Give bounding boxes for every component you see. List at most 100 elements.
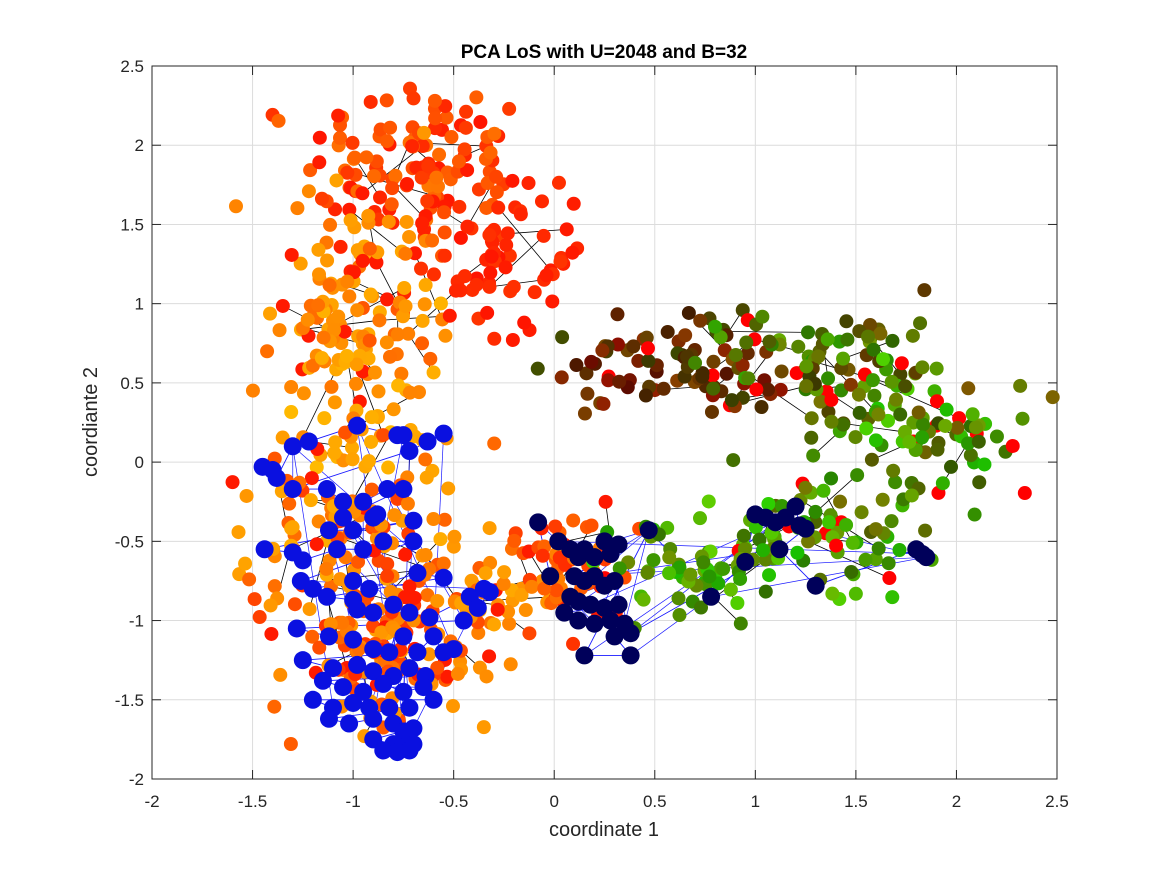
scatter-point xyxy=(383,349,398,364)
highlight-point xyxy=(569,611,588,630)
scatter-point xyxy=(399,214,414,229)
scatter-point xyxy=(612,561,627,576)
scatter-point xyxy=(238,556,253,571)
scatter-point xyxy=(487,617,502,632)
highlight-point xyxy=(324,659,342,678)
scatter-point xyxy=(366,169,381,184)
scatter-point xyxy=(845,535,860,550)
highlight-point xyxy=(348,600,367,619)
scatter-point xyxy=(915,417,930,432)
scatter-point xyxy=(398,547,413,562)
scatter-point xyxy=(453,230,468,245)
highlight-point xyxy=(529,513,548,532)
scatter-point xyxy=(596,396,611,411)
scatter-point xyxy=(355,186,370,201)
scatter-point xyxy=(968,420,983,435)
scatter-point xyxy=(340,165,355,180)
scatter-point xyxy=(545,294,560,309)
scatter-point xyxy=(381,214,396,229)
scatter-point xyxy=(343,213,358,228)
scatter-point xyxy=(839,517,854,532)
scatter-point xyxy=(487,436,502,451)
scatter-point xyxy=(478,566,493,581)
scatter-point xyxy=(342,202,357,217)
scatter-point xyxy=(252,610,267,625)
scatter-point xyxy=(381,460,396,475)
scatter-point xyxy=(380,569,395,584)
scatter-point xyxy=(304,471,319,486)
highlight-point xyxy=(605,571,624,590)
highlight-point xyxy=(404,511,423,530)
scatter-point xyxy=(612,374,627,389)
scatter-point xyxy=(626,339,641,354)
scatter-point xyxy=(451,154,466,169)
scatter-point xyxy=(716,561,731,576)
scatter-point xyxy=(319,561,334,576)
scatter-point xyxy=(1013,378,1028,393)
scatter-point xyxy=(610,337,625,352)
highlight-point xyxy=(348,655,367,674)
x-tick-label: -1 xyxy=(346,792,361,811)
scatter-point xyxy=(799,379,814,394)
scatter-point xyxy=(688,355,703,370)
y-axis-label: coordiante 2 xyxy=(80,367,102,477)
scatter-point xyxy=(755,543,770,558)
scatter-point xyxy=(348,376,363,391)
highlight-point xyxy=(400,603,419,622)
scatter-point xyxy=(284,380,299,395)
scatter-point xyxy=(440,669,455,684)
scatter-point xyxy=(678,328,693,343)
highlight-point xyxy=(786,497,805,516)
scatter-point xyxy=(527,285,542,300)
highlight-point xyxy=(364,662,383,681)
scatter-point xyxy=(469,90,484,105)
scatter-point xyxy=(811,349,826,364)
scatter-point xyxy=(267,579,282,594)
scatter-point xyxy=(518,603,533,618)
scatter-point xyxy=(406,91,421,106)
y-tick-label: -2 xyxy=(129,770,144,789)
scatter-point xyxy=(400,496,415,511)
scatter-point xyxy=(339,348,354,363)
scatter-point xyxy=(822,515,837,530)
scatter-point xyxy=(390,327,405,342)
scatter-point xyxy=(482,228,497,243)
scatter-point xyxy=(430,660,445,675)
scatter-point xyxy=(539,268,554,283)
scatter-point xyxy=(383,120,398,135)
scatter-point xyxy=(347,150,362,165)
scatter-point xyxy=(397,280,412,295)
scatter-point xyxy=(555,330,570,345)
highlight-point xyxy=(639,521,658,540)
scatter-point xyxy=(905,328,920,343)
scatter-point xyxy=(866,342,881,357)
scatter-point xyxy=(372,313,387,328)
scatter-point xyxy=(231,525,246,540)
highlight-point xyxy=(408,643,427,662)
scatter-point xyxy=(886,463,901,478)
scatter-point xyxy=(438,99,453,114)
scatter-point xyxy=(521,176,536,191)
scatter-point xyxy=(386,402,401,417)
scatter-point xyxy=(373,190,388,205)
scatter-point xyxy=(432,147,447,162)
scatter-point xyxy=(868,433,883,448)
scatter-point xyxy=(1017,486,1032,501)
scatter-point xyxy=(693,313,708,328)
scatter-point xyxy=(893,407,908,422)
scatter-point xyxy=(309,460,324,475)
scatter-point xyxy=(824,414,839,429)
scatter-point xyxy=(867,388,882,403)
scatter-point xyxy=(388,168,403,183)
highlight-point xyxy=(334,492,353,511)
scatter-point xyxy=(865,373,880,388)
scatter-point xyxy=(804,411,819,426)
highlight-point xyxy=(468,598,487,617)
scatter-point xyxy=(476,720,491,735)
highlight-point xyxy=(555,603,574,622)
scatter-point xyxy=(553,254,568,269)
scatter-point xyxy=(824,471,839,486)
scatter-point xyxy=(824,392,839,407)
y-tick-label: -1 xyxy=(129,612,144,631)
scatter-point xyxy=(309,537,324,552)
